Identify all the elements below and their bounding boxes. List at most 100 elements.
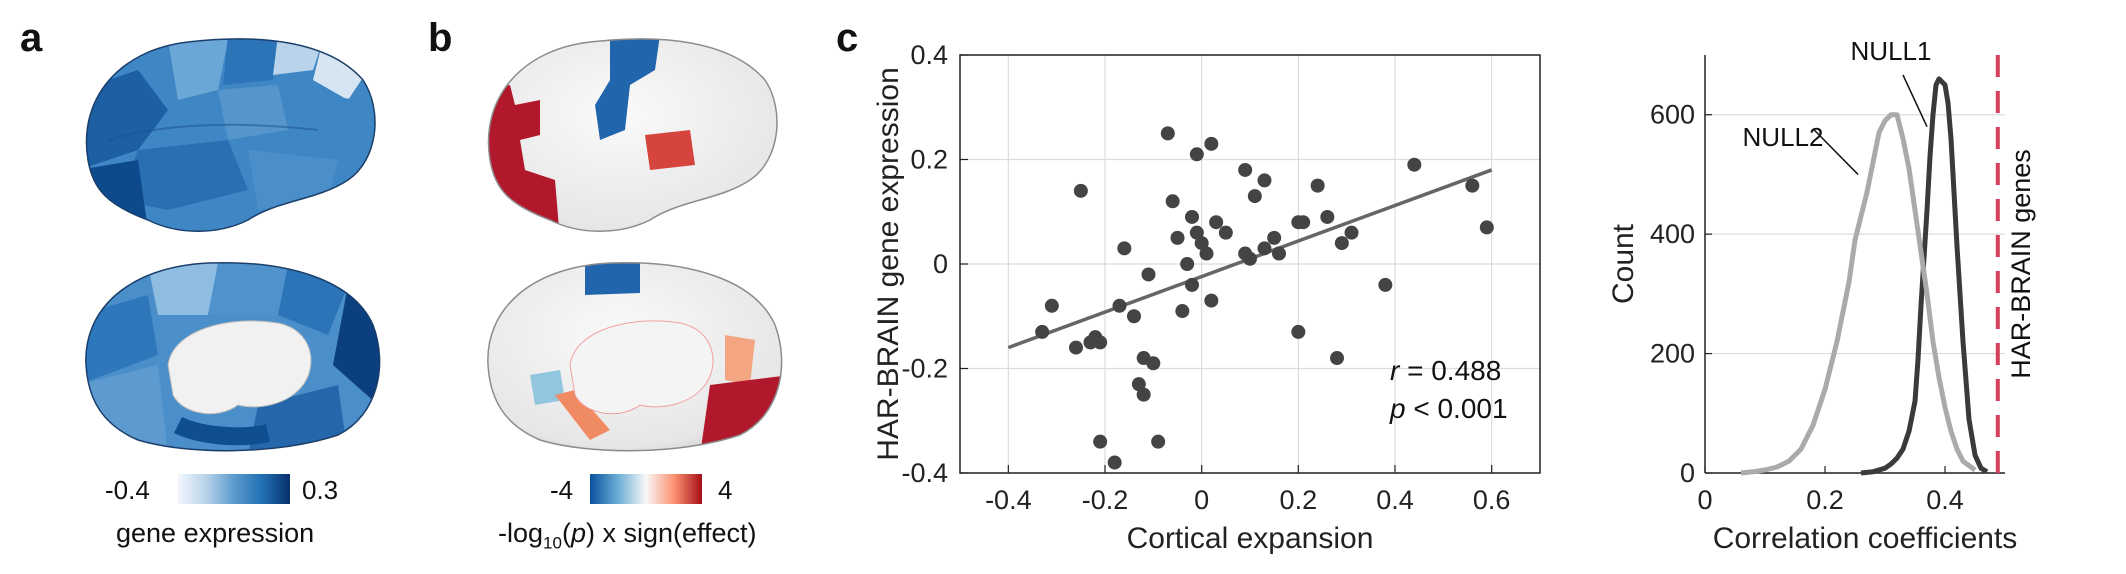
scatter-point <box>1204 293 1219 308</box>
y-axis-label: HAR-BRAIN gene expression <box>872 67 905 461</box>
scatter-point <box>1180 257 1195 271</box>
scatter-point <box>1131 377 1146 392</box>
scatter-point <box>1407 157 1422 172</box>
scatter-point <box>1069 340 1083 355</box>
scatter-point <box>1267 230 1282 245</box>
scatter-chart: -0.4 -0.2 0 0.2 0.4 0.6-0.4-0.200.20.4Cortica… <box>872 40 1541 555</box>
series-line-null2 <box>1740 112 1977 476</box>
scatter-point <box>1330 351 1344 366</box>
x-tick-label: 0.4 <box>1926 485 1964 515</box>
colorbar-b <box>590 474 702 504</box>
scatter-point <box>1218 225 1233 240</box>
stat-r-value: = 0.488 <box>1399 355 1501 386</box>
scatter-point <box>1344 225 1359 240</box>
stat-p-symbol: p <box>1389 393 1406 424</box>
colorbar-a <box>178 474 290 504</box>
scatter-point <box>1378 277 1393 292</box>
colorbar-b-title-sub: 10 <box>543 533 562 553</box>
y-tick-label: 600 <box>1650 100 1695 130</box>
panel-letter-c: c <box>836 16 859 60</box>
scatter-point <box>1151 434 1166 449</box>
y-tick-label: 0.2 <box>910 145 948 175</box>
colorbar-b-min: -4 <box>550 475 574 505</box>
scatter-point <box>1160 126 1175 141</box>
x-tick-label: 0.2 <box>1280 485 1318 515</box>
x-tick-label: 0 <box>1697 485 1712 515</box>
null1-leader <box>1902 74 1928 127</box>
scatter-point <box>1185 209 1199 224</box>
scatter-point <box>1117 241 1132 256</box>
scatter-point <box>1035 324 1050 339</box>
y-tick-label: -0.4 <box>901 458 948 488</box>
har-brain-label: HAR-BRAIN genes <box>2006 149 2036 379</box>
brain-a-lateral <box>85 38 376 232</box>
scatter-point <box>1199 246 1214 261</box>
stat-r-annotation: r = 0.488 <box>1390 355 1501 386</box>
scatter-point <box>1291 324 1306 339</box>
x-tick-label: -0.2 <box>1082 485 1129 515</box>
scatter-point <box>1136 387 1151 402</box>
scatter-point <box>1272 246 1286 261</box>
y-tick-label: 0 <box>1680 458 1695 488</box>
scatter-point <box>1165 194 1180 209</box>
scatter-point <box>1170 230 1185 245</box>
null-distribution-chart: 0 200 400 600 0 0.2 0.4 HAR-BRAIN genes NULL1 NUL… <box>1607 36 2036 555</box>
scatter-point <box>1479 220 1494 235</box>
scatter-point <box>1334 236 1349 251</box>
brain-a-medial <box>85 261 381 452</box>
colorbar-a-title: gene expression <box>116 518 315 548</box>
scatter-point <box>1093 434 1108 449</box>
scatter-point <box>1175 304 1190 319</box>
scatter-point <box>1146 356 1161 371</box>
null2-label: NULL2 <box>1743 122 1824 152</box>
scatter-point <box>1209 215 1224 230</box>
scatter-point <box>1320 209 1335 224</box>
scatter-point <box>1141 267 1156 282</box>
null2-leader <box>1812 128 1859 175</box>
colorbar-a-min: -0.4 <box>105 475 150 505</box>
scatter-point <box>1185 277 1199 292</box>
scatter-point <box>1238 162 1253 177</box>
x-tick-label: 0 <box>1194 485 1209 515</box>
scatter-point <box>1257 241 1272 256</box>
scatter-point <box>1257 173 1272 188</box>
colorbar-a-max: 0.3 <box>302 475 339 505</box>
stat-r-symbol: r <box>1390 355 1401 386</box>
x-tick-label: 0.6 <box>1473 485 1511 515</box>
scatter-point <box>1247 189 1262 204</box>
y-axis-label: Count <box>1607 223 1640 304</box>
null1-label: NULL1 <box>1851 36 1932 66</box>
y-tick-label: 400 <box>1650 219 1695 249</box>
scatter-point <box>1073 183 1088 198</box>
scatter-point <box>1296 215 1311 230</box>
scatter-point <box>1243 251 1257 266</box>
scatter-point <box>1189 225 1204 240</box>
x-tick-label: 0.4 <box>1376 485 1414 515</box>
scatter-point <box>1093 335 1108 350</box>
x-axis-label: Cortical expansion <box>1127 522 1374 555</box>
scatter-point <box>1112 298 1127 313</box>
brain-b-lateral <box>487 38 778 232</box>
y-tick-label: 0.4 <box>910 40 948 70</box>
brain-b-medial <box>487 261 783 452</box>
scatter-point <box>1194 236 1209 251</box>
colorbar-b-title-suffix: ) x sign(effect) <box>585 518 757 548</box>
colorbar-b-title-paren: ( <box>561 518 571 548</box>
plot-frame <box>959 54 1541 474</box>
stat-p-value: < 0.001 <box>1406 393 1508 424</box>
x-tick-label: 0.2 <box>1806 485 1844 515</box>
scatter-point <box>1044 298 1059 313</box>
panel-letter-a: a <box>20 16 43 60</box>
scatter-point <box>1127 309 1141 324</box>
scatter-point <box>1465 178 1480 193</box>
y-tick-label: 200 <box>1650 339 1695 369</box>
scatter-point <box>1310 178 1325 193</box>
scatter-point <box>1107 455 1122 470</box>
x-tick-label: -0.4 <box>985 485 1032 515</box>
colorbar-b-title-p: p <box>570 518 586 548</box>
y-tick-label: 0 <box>933 249 948 279</box>
colorbar-b-title-prefix: -log <box>498 518 544 548</box>
colorbar-b-title: -log10(p) x sign(effect) <box>498 518 757 553</box>
x-axis-label: Correlation coefficients <box>1713 522 2018 555</box>
scatter-point <box>1189 147 1204 162</box>
